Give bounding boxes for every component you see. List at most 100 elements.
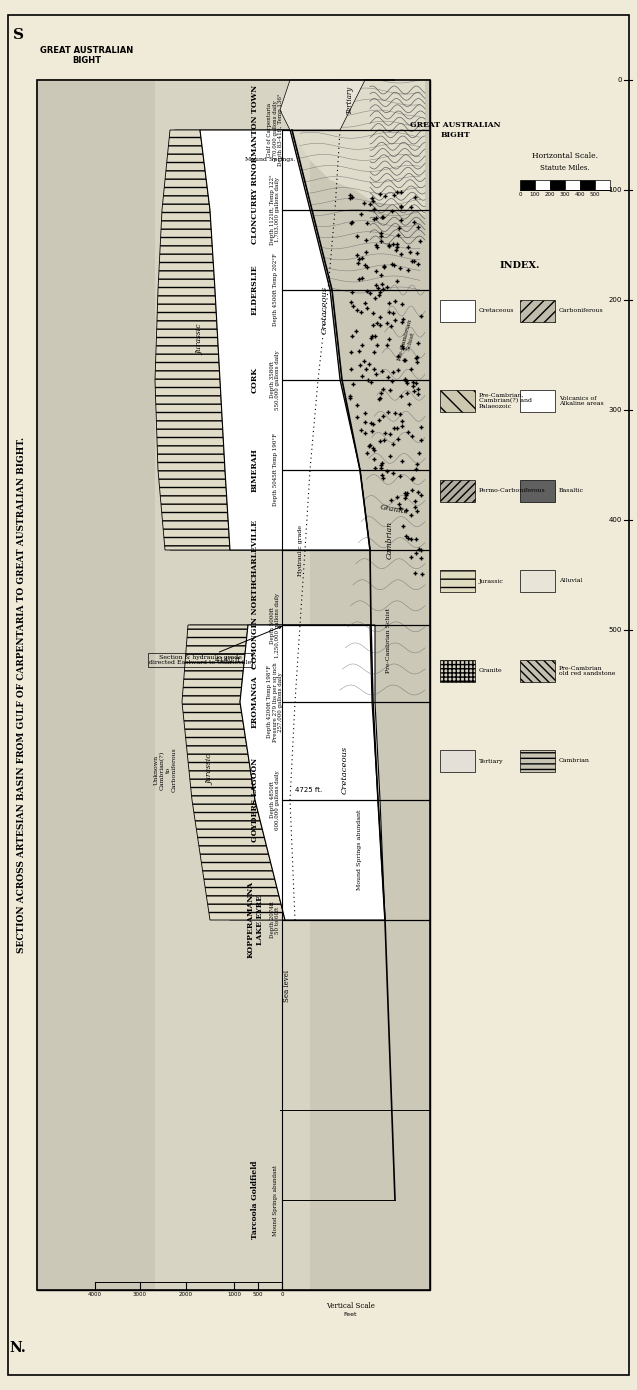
- Text: Permo-Carboniferous: Permo-Carboniferous: [479, 488, 546, 493]
- Polygon shape: [230, 131, 370, 550]
- Text: Depth 4200ft Temp 198°F
Pressure 279 lbs per sq inch
257,000 gallons daily: Depth 4200ft Temp 198°F Pressure 279 lbs…: [267, 662, 283, 742]
- Text: 2000: 2000: [179, 1291, 193, 1297]
- Text: 0: 0: [617, 76, 622, 83]
- Bar: [440, 570, 475, 592]
- Text: Granite: Granite: [380, 503, 410, 517]
- Text: Depth 4850ft
600,000 gallons daily: Depth 4850ft 600,000 gallons daily: [269, 770, 280, 830]
- Bar: [535, 179, 550, 190]
- Text: Jurassic: Jurassic: [479, 578, 504, 584]
- Text: Cretaceous: Cretaceous: [341, 746, 349, 794]
- Polygon shape: [240, 626, 385, 920]
- Text: 100: 100: [608, 188, 622, 193]
- Polygon shape: [185, 626, 290, 920]
- Bar: [440, 660, 475, 682]
- Text: 4000: 4000: [88, 1291, 102, 1297]
- Text: 300: 300: [560, 192, 570, 197]
- Text: 200: 200: [545, 192, 555, 197]
- Bar: [440, 480, 475, 502]
- Bar: [520, 570, 555, 592]
- Text: 3000: 3000: [133, 1291, 147, 1297]
- Text: Depth 4500ft Temp 202°F: Depth 4500ft Temp 202°F: [273, 253, 278, 327]
- Text: Basaltic: Basaltic: [559, 488, 584, 493]
- Text: Cambrian: Cambrian: [559, 759, 590, 763]
- Bar: [520, 660, 555, 682]
- Text: 300: 300: [608, 407, 622, 413]
- Text: Jurassic: Jurassic: [196, 325, 204, 356]
- Text: Granite: Granite: [479, 669, 503, 674]
- Text: Pre-Cambrian,
Cambrian(?) and
Palaeozoic: Pre-Cambrian, Cambrian(?) and Palaeozoic: [479, 392, 532, 410]
- Text: Depth 5000ft
1,250,000 gallons daily: Depth 5000ft 1,250,000 gallons daily: [269, 592, 280, 657]
- Text: Pre-Cambrian Schist: Pre-Cambrian Schist: [385, 607, 390, 673]
- Polygon shape: [160, 131, 280, 550]
- Text: Depth 5045ft Temp 190°F: Depth 5045ft Temp 190°F: [273, 434, 278, 506]
- Polygon shape: [182, 626, 285, 920]
- Text: 0: 0: [280, 1291, 283, 1297]
- Text: 4725 ft.: 4725 ft.: [295, 787, 322, 794]
- Text: COMONGIN NORTH: COMONGIN NORTH: [251, 581, 259, 669]
- Text: GREAT AUSTRALIAN
BIGHT: GREAT AUSTRALIAN BIGHT: [410, 121, 500, 139]
- Text: 200: 200: [608, 297, 622, 303]
- Bar: [440, 300, 475, 322]
- Text: Unknown
Cambrian(?)
to
Carboniferous: Unknown Cambrian(?) to Carboniferous: [154, 748, 176, 792]
- Text: CHARLEVILLE: CHARLEVILLE: [251, 518, 259, 581]
- Text: BIMERAH: BIMERAH: [251, 448, 259, 492]
- Bar: [520, 751, 555, 771]
- Bar: [580, 179, 595, 190]
- Text: GOYDERS LAGOON: GOYDERS LAGOON: [251, 758, 259, 842]
- Bar: [440, 391, 475, 411]
- Polygon shape: [155, 81, 310, 1290]
- Bar: [37, 81, 430, 1290]
- Text: 500: 500: [253, 1291, 263, 1297]
- Text: Hydraulic grade: Hydraulic grade: [298, 524, 303, 575]
- Text: Sea level: Sea level: [283, 970, 291, 1002]
- Bar: [37, 81, 430, 1290]
- Text: Pre-Cambrian
old red sandstone: Pre-Cambrian old red sandstone: [559, 666, 615, 677]
- Bar: [520, 179, 535, 190]
- Text: Alluvial: Alluvial: [559, 578, 582, 584]
- Text: 400: 400: [575, 192, 585, 197]
- Text: SECTION ACROSS ARTESIAN BASIN FROM GULF OF CARPENTARIA TO GREAT AUSTRALIAN BIGHT: SECTION ACROSS ARTESIAN BASIN FROM GULF …: [17, 436, 27, 954]
- Text: Carboniferous: Carboniferous: [559, 309, 604, 314]
- Bar: [520, 480, 555, 502]
- Text: Cretaceous: Cretaceous: [321, 286, 329, 334]
- Text: N.: N.: [10, 1341, 26, 1355]
- Text: Mound Springs abundant: Mound Springs abundant: [273, 1165, 278, 1236]
- Polygon shape: [290, 81, 425, 215]
- Text: Statute Miles.: Statute Miles.: [540, 164, 590, 172]
- Text: ELDERSLIE: ELDERSLIE: [251, 264, 259, 316]
- Text: 100: 100: [530, 192, 540, 197]
- Text: CORK: CORK: [251, 367, 259, 393]
- Bar: [37, 81, 430, 1290]
- Text: 500: 500: [608, 627, 622, 632]
- Bar: [565, 179, 580, 190]
- Text: 400: 400: [608, 517, 622, 523]
- Text: INDEX.: INDEX.: [500, 261, 540, 270]
- Bar: [440, 751, 475, 771]
- Text: Gulf of Carpentaria
270,000 gallons daily
Depth 83-41ft, Temp 136°: Gulf of Carpentaria 270,000 gallons dail…: [267, 93, 283, 167]
- Text: Mound Springs abundant: Mound Springs abundant: [357, 810, 362, 890]
- Text: Pre-Cambrian
Schist: Pre-Cambrian Schist: [397, 317, 419, 363]
- Text: Vertical Scale: Vertical Scale: [326, 1302, 375, 1309]
- Text: GREAT AUSTRALIAN
BIGHT: GREAT AUSTRALIAN BIGHT: [40, 46, 134, 65]
- Bar: [520, 300, 555, 322]
- Text: Jurassic: Jurassic: [206, 755, 214, 785]
- Bar: [520, 391, 555, 411]
- Text: Feet: Feet: [343, 1312, 357, 1316]
- Bar: [37, 81, 430, 1290]
- Text: KOPPERAMANNA
LAKE EYRE: KOPPERAMANNA LAKE EYRE: [247, 881, 264, 959]
- Text: Mound Springs.: Mound Springs.: [245, 157, 296, 163]
- Text: Tarcoola Goldfield: Tarcoola Goldfield: [251, 1161, 259, 1240]
- Text: Volcanics of
Alkaline areas: Volcanics of Alkaline areas: [559, 396, 604, 406]
- Text: 4140 ft: 4140 ft: [215, 657, 240, 663]
- Polygon shape: [280, 81, 395, 131]
- Text: 500: 500: [590, 192, 600, 197]
- Text: Depth 3580ft
550,000 gallons daily: Depth 3580ft 550,000 gallons daily: [269, 350, 280, 410]
- Text: Depth 1121ft, Temp 122°
1,703,000 gallons daily: Depth 1121ft, Temp 122° 1,703,000 gallon…: [269, 175, 280, 246]
- Text: Cretaceous: Cretaceous: [479, 309, 515, 314]
- Polygon shape: [240, 626, 385, 920]
- Polygon shape: [200, 131, 370, 550]
- Polygon shape: [155, 131, 230, 550]
- Text: EROMANGA: EROMANGA: [251, 676, 259, 728]
- Text: S: S: [13, 28, 24, 42]
- Text: Depth 2074ft
50 to 60ft: Depth 2074ft 50 to 60ft: [269, 902, 280, 938]
